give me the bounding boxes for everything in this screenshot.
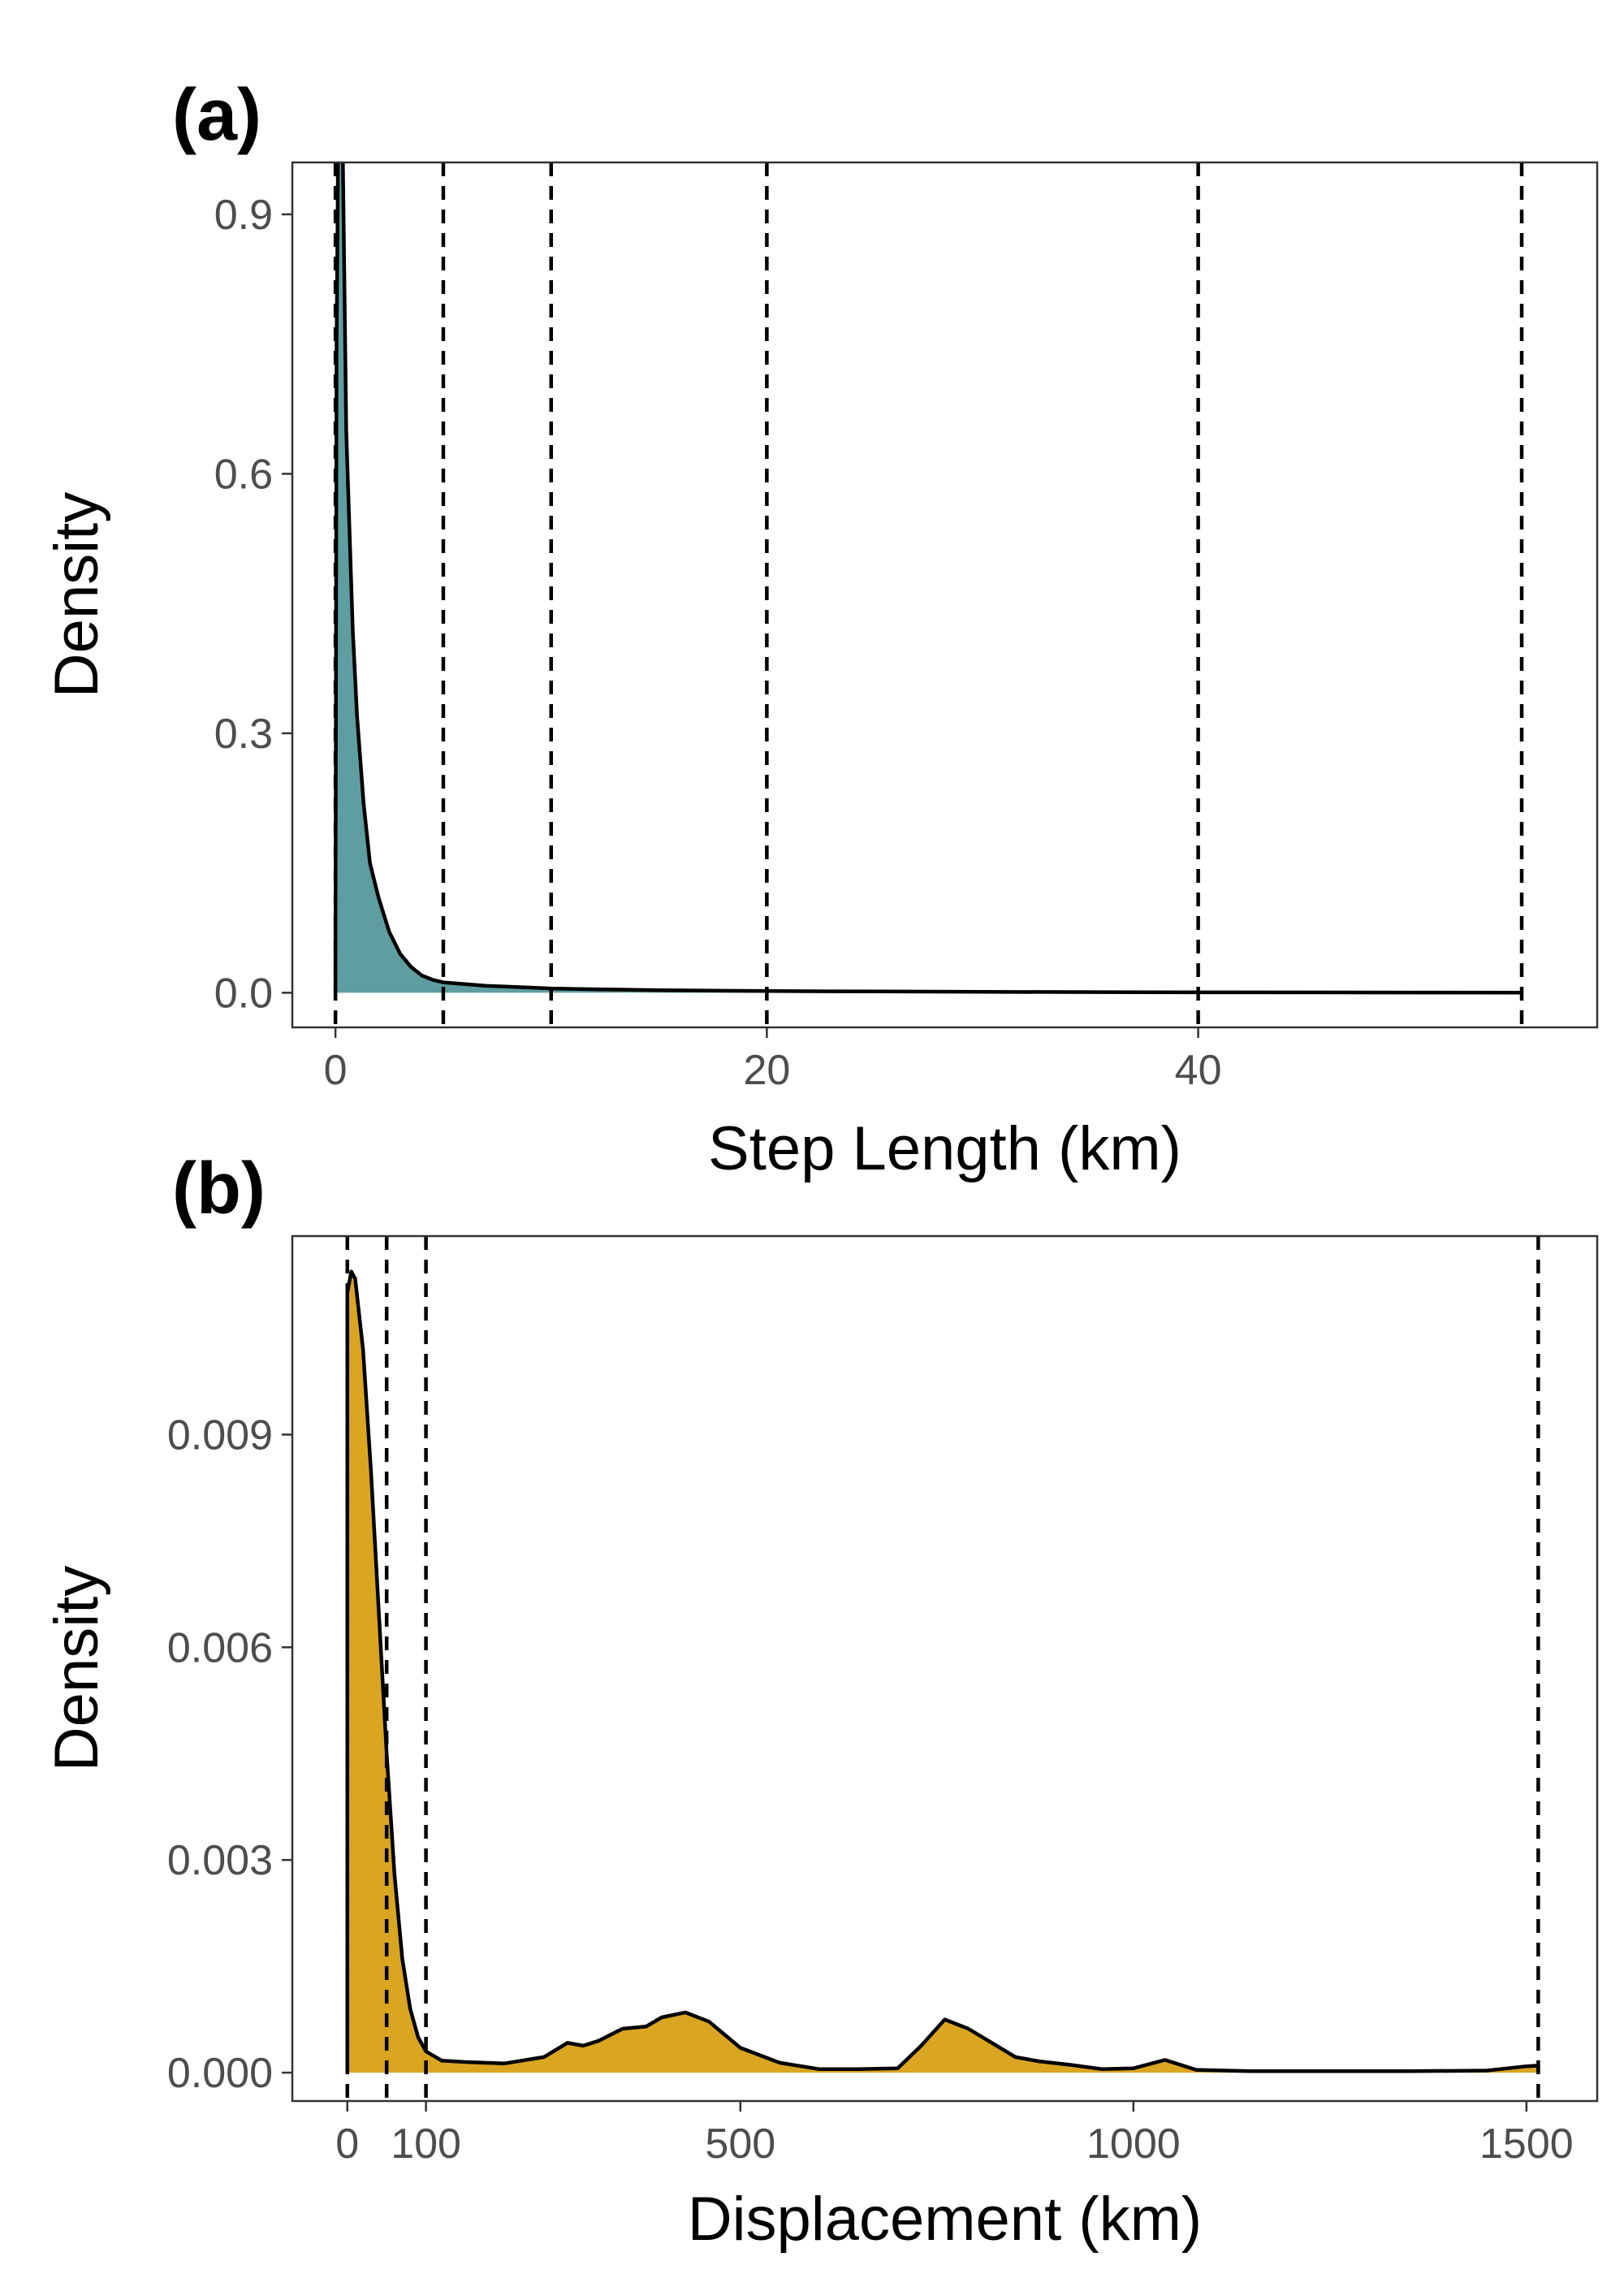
x-tick-label-0: 0 [324, 1047, 348, 1094]
density-line-0 [333, 162, 1524, 995]
y-axis-title: Density [42, 492, 111, 698]
density-area-0 [347, 1271, 1539, 2073]
x-tick-label-4: 1500 [1479, 2121, 1574, 2168]
x-tick-label-3: 1000 [1086, 2121, 1181, 2168]
plot-border [291, 161, 1599, 1029]
x-tick-label-2: 500 [705, 2121, 775, 2168]
y-axis-title: Density [42, 1566, 111, 1771]
panel-b: 0 100 500 1000 1500 0.000 0.003 0.006 0.009 Displ… [42, 1148, 1599, 2254]
x-axis-title: Step Length (km) [708, 1114, 1181, 1183]
plot-border [291, 1234, 1599, 2103]
x-tick-label-1: 20 [743, 1047, 790, 1094]
y-tick-label-0: 0.0 [214, 970, 273, 1017]
panel-label: (b) [172, 1148, 266, 1230]
y-tick-label-2: 0.006 [167, 1624, 273, 1671]
density-line-0 [345, 1269, 1540, 2073]
x-tick-label-2: 40 [1175, 1047, 1222, 1094]
y-tick-label-1: 0.3 [214, 711, 273, 758]
density-area-0 [335, 162, 1522, 993]
y-tick-label-0: 0.000 [167, 2050, 273, 2097]
panel-a: 0 20 40 0.0 0.3 0.6 0.9 Step Length (km) Density… [42, 75, 1599, 1183]
y-tick-label-2: 0.6 [214, 451, 273, 498]
plot-area [345, 1236, 1540, 2101]
panel-label: (a) [172, 75, 261, 156]
y-tick-label-3: 0.009 [167, 1412, 273, 1459]
x-axis-title: Displacement (km) [688, 2185, 1202, 2254]
x-tick-label-1: 100 [391, 2121, 461, 2168]
x-tick-label-0: 0 [335, 2121, 359, 2168]
plot-area [333, 162, 1524, 1027]
y-tick-label-3: 0.9 [214, 192, 273, 239]
y-tick-label-1: 0.003 [167, 1837, 273, 1884]
